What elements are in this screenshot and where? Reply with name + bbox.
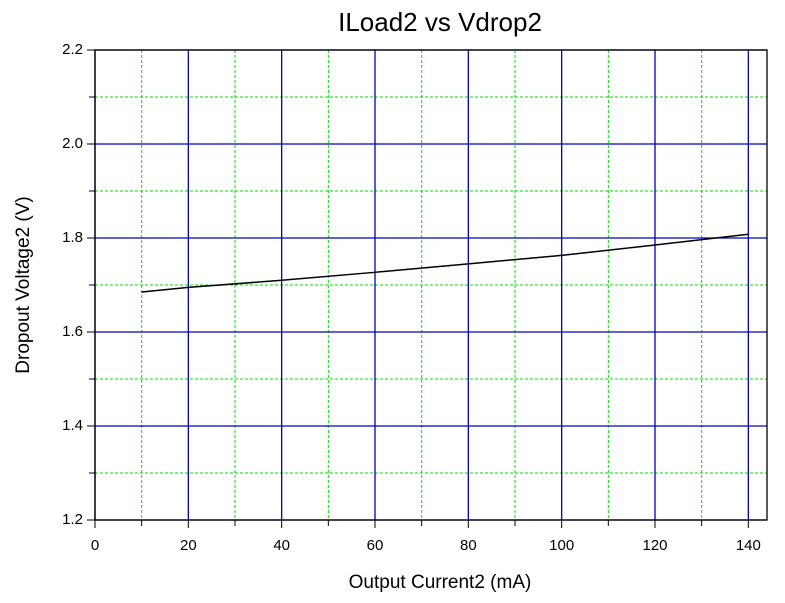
x-tick-label: 20: [180, 537, 197, 554]
chart-title: ILoad2 vs Vdrop2: [338, 7, 542, 37]
y-tick-label: 1.6: [62, 323, 83, 340]
x-axis-label: Output Current2 (mA): [349, 572, 532, 593]
y-tick-label: 2.0: [62, 135, 83, 152]
x-tick-label: 60: [367, 537, 384, 554]
data-line: [141, 233, 749, 293]
x-tick-label: 40: [273, 537, 290, 554]
y-tick-label: 1.2: [62, 511, 83, 528]
x-tick-label: 100: [549, 537, 574, 554]
y-tick-label: 1.8: [62, 229, 83, 246]
plot-frame: [94, 49, 768, 521]
y-axis-label: Dropout Voltage2 (V): [13, 196, 34, 373]
x-tick-label: 80: [460, 537, 477, 554]
x-tick-label: 0: [91, 537, 99, 554]
x-tick-label: 140: [736, 537, 761, 554]
y-tick-label: 1.4: [62, 417, 83, 434]
y-tick-label: 2.2: [62, 41, 83, 58]
x-tick-label: 120: [642, 537, 667, 554]
